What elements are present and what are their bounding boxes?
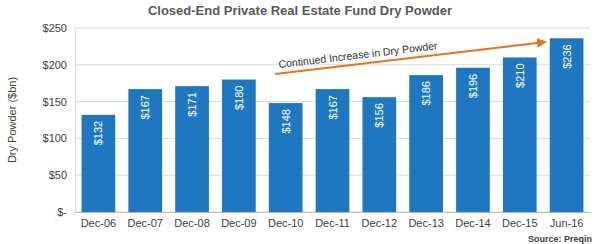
y-axis: $- $50 $100 $150 $200 $250	[43, 22, 76, 218]
bar	[456, 68, 490, 212]
y-tick-label: $50	[49, 169, 67, 181]
x-tick-label: Dec-13	[408, 217, 443, 229]
y-tick-label: $150	[43, 96, 67, 108]
x-tick: Dec-14	[455, 212, 490, 229]
data-label: $236	[561, 44, 573, 68]
y-tick-label: $-	[57, 206, 67, 218]
source: Source: Preqin	[528, 234, 592, 244]
y-tick: $100	[43, 132, 75, 144]
bar	[222, 80, 256, 212]
x-tick: Dec-15	[502, 212, 537, 229]
x-axis: Dec-06 Dec-07 Dec-08 Dec-09 Dec-10 Dec-11 Dec-…	[76, 212, 591, 229]
x-tick: Dec-09	[221, 212, 256, 229]
y-axis-line	[75, 29, 76, 213]
bar	[82, 115, 116, 212]
x-tick-label: Dec-10	[268, 217, 303, 229]
data-label: $210	[514, 63, 526, 87]
y-tick: $50	[49, 169, 75, 181]
x-tick: Jun-16	[550, 212, 584, 229]
y-tick: $250	[43, 22, 75, 34]
data-label: $180	[233, 86, 245, 110]
grid-line	[75, 28, 590, 29]
bar	[503, 57, 537, 212]
bar	[269, 103, 303, 212]
x-tick-label: Dec-07	[127, 217, 162, 229]
plot: $-$50$100$150$200$250Dec-06Dec-07Dec-08D…	[43, 22, 591, 229]
x-tick-label: Dec-09	[221, 217, 256, 229]
data-label: $186	[420, 81, 432, 105]
y-tick: $150	[43, 96, 75, 108]
x-tick: Dec-08	[174, 212, 209, 229]
grid	[75, 28, 590, 212]
x-tick: Dec-07	[127, 212, 162, 229]
data-label: $167	[139, 95, 151, 119]
bar	[128, 89, 162, 212]
x-tick: Dec-11	[315, 212, 350, 229]
y-tick-label: $200	[43, 59, 67, 71]
x-tick: Dec-06	[81, 212, 116, 229]
x-tick-label: Dec-06	[81, 217, 116, 229]
y-tick: $-	[57, 206, 75, 218]
bar	[550, 38, 584, 212]
x-tick-label: Dec-08	[174, 217, 209, 229]
y-tick-label: $250	[43, 22, 67, 34]
data-label: $132	[92, 121, 104, 145]
x-tick-label: Dec-15	[502, 217, 537, 229]
x-tick: Dec-13	[408, 212, 443, 229]
x-tick-label: Dec-12	[362, 217, 397, 229]
y-axis-title: Dry Powder ($bn)	[6, 77, 18, 163]
bar	[362, 97, 396, 212]
title: Closed-End Private Real Estate Fund Dry …	[148, 3, 452, 18]
x-tick: Dec-12	[362, 212, 397, 229]
x-tick-label: Dec-14	[455, 217, 490, 229]
bar	[409, 75, 443, 212]
bar	[316, 89, 350, 212]
data-label: $196	[467, 74, 479, 98]
x-axis-line	[76, 212, 591, 213]
y-tick-label: $100	[43, 132, 67, 144]
bars	[82, 38, 584, 212]
bar	[175, 86, 209, 212]
x-tick-label: Dec-11	[315, 217, 350, 229]
data-label: $171	[186, 92, 198, 116]
annotation: Continued Increase in Dry Powder	[278, 39, 439, 70]
y-tick: $200	[43, 59, 75, 71]
data-label: $148	[280, 109, 292, 133]
chart: Closed-End Private Real Estate Fund Dry …	[0, 0, 600, 244]
x-tick: Dec-10	[268, 212, 303, 229]
data-label: $156	[373, 103, 385, 127]
data-label: $167	[327, 95, 339, 119]
x-tick-label: Jun-16	[550, 217, 584, 229]
